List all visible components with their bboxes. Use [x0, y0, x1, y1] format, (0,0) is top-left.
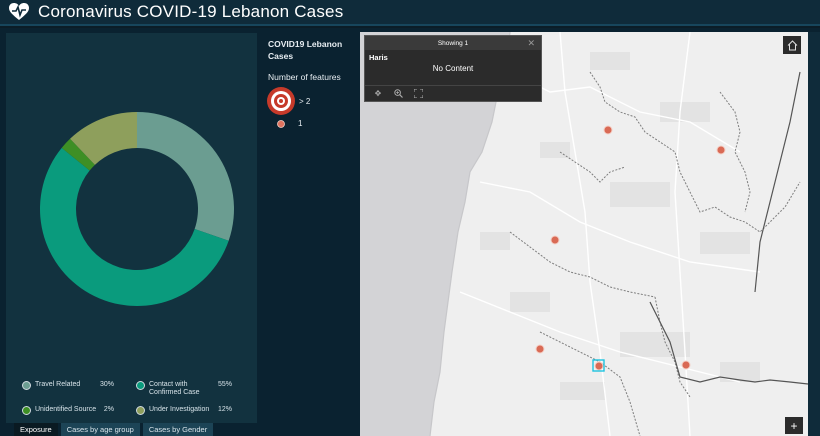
- heart-pulse-icon: [8, 1, 30, 23]
- donut-slice-unidentified-source[interactable]: [61, 138, 95, 171]
- zoom-in-button[interactable]: +: [785, 417, 803, 434]
- legend-row-large: > 2: [266, 86, 310, 116]
- selected-feature-highlight: [592, 359, 605, 372]
- chart-tabs: Exposure Cases by age group Cases by Gen…: [14, 423, 216, 436]
- case-point-marker[interactable]: [535, 344, 545, 354]
- popup-header: Showing 1 ✕: [365, 36, 541, 50]
- legend-row-label: 1: [298, 119, 303, 128]
- case-point-marker[interactable]: [594, 361, 604, 371]
- case-point-marker[interactable]: [681, 360, 691, 370]
- page-title: Coronavirus COVID-19 Lebanon Cases: [38, 2, 344, 21]
- legend-percent: 2%: [103, 406, 114, 413]
- legend-subtitle: Number of features: [268, 72, 341, 82]
- tab-exposure[interactable]: Exposure: [14, 423, 58, 436]
- tab-cases-by-gender[interactable]: Cases by Gender: [142, 423, 214, 436]
- case-point-marker[interactable]: [550, 235, 560, 245]
- app-header: Coronavirus COVID-19 Lebanon Cases: [0, 0, 820, 26]
- legend-swatch: [136, 381, 145, 390]
- legend-row-label: > 2: [299, 96, 311, 106]
- target-large-icon: [267, 87, 295, 115]
- legend-item-unidentified-source[interactable]: Unidentified Source 2%: [22, 406, 114, 415]
- popup-header-text: Showing 1: [437, 39, 469, 47]
- exposure-chart-panel: Travel Related 30% Contact with Confirme…: [6, 33, 257, 423]
- legend-percent: 55%: [217, 381, 232, 388]
- donut-slice-travel-related[interactable]: [137, 112, 234, 241]
- zoom-in-icon[interactable]: [391, 87, 405, 101]
- legend-label: Travel Related: [35, 381, 81, 388]
- popup-content: No Content: [432, 64, 474, 73]
- tab-cases-by-age-group[interactable]: Cases by age group: [60, 423, 140, 436]
- case-point-marker[interactable]: [603, 125, 613, 135]
- legend-percent: 30%: [99, 381, 114, 388]
- scrollbar[interactable]: [808, 32, 820, 436]
- legend-label: Unidentified Source: [35, 406, 97, 413]
- legend-item-contact-confirmed[interactable]: Contact with Confirmed Case 55%: [136, 381, 232, 397]
- map-points: [535, 125, 726, 371]
- pan-icon[interactable]: ✥: [374, 89, 382, 98]
- legend-label: Contact with Confirmed Case: [149, 381, 200, 396]
- zoom-extent-icon[interactable]: [411, 87, 425, 101]
- map-view[interactable]: Showing 1 ✕ Haris No Content ✥ +: [360, 32, 808, 436]
- legend-percent: 12%: [217, 406, 232, 413]
- legend-swatch: [22, 381, 31, 390]
- legend-swatch: [22, 406, 31, 415]
- legend-layer-title: COVID19 Lebanon Cases: [268, 39, 343, 61]
- legend-label: Under Investigation: [149, 406, 210, 413]
- legend-item-travel-related[interactable]: Travel Related 30%: [22, 381, 114, 390]
- popup-feature-name: Haris: [369, 53, 388, 62]
- dashboard-body: Travel Related 30% Contact with Confirme…: [0, 28, 820, 436]
- home-icon[interactable]: [783, 36, 801, 54]
- case-point-marker[interactable]: [716, 145, 726, 155]
- map-legend-panel: COVID19 Lebanon Cases Number of features…: [262, 28, 360, 436]
- feature-popup: Showing 1 ✕ Haris No Content ✥: [364, 35, 542, 102]
- dot-small-icon: [277, 119, 285, 128]
- donut-chart: [39, 112, 234, 306]
- donut-slice-under-investigation[interactable]: [70, 112, 137, 165]
- popup-actions: ✥: [365, 85, 541, 101]
- legend-item-under-investigation[interactable]: Under Investigation 12%: [136, 406, 232, 415]
- legend-row-small: 1: [277, 119, 302, 128]
- close-icon[interactable]: ✕: [527, 38, 535, 48]
- donut-slice-contact-confirmed[interactable]: [39, 147, 229, 306]
- legend-swatch: [136, 406, 145, 415]
